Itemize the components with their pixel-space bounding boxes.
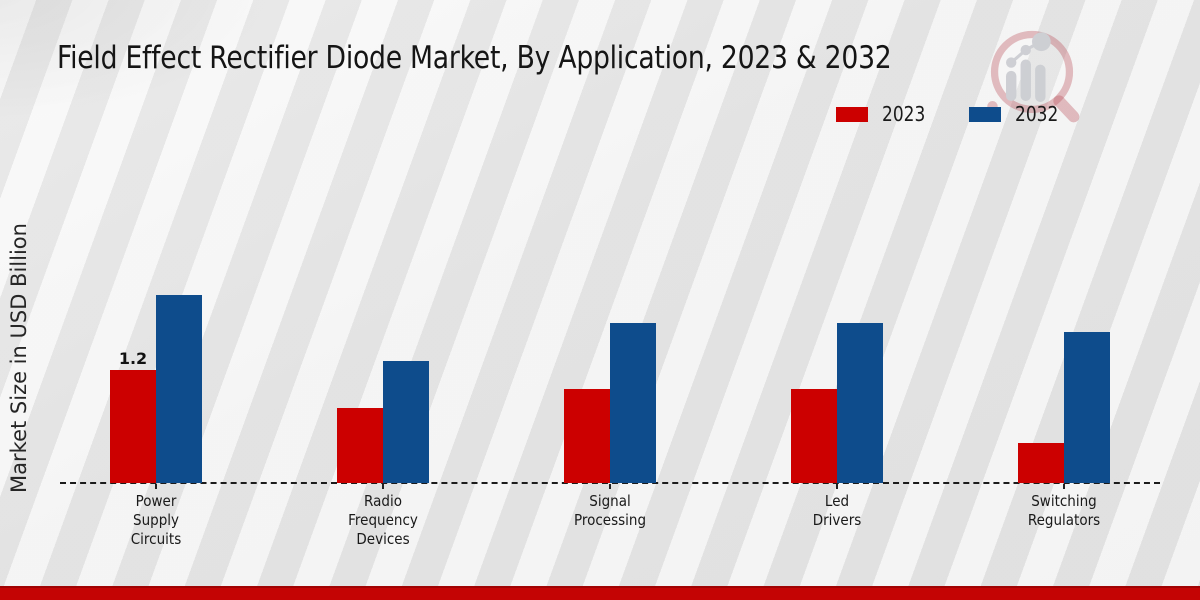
bar-2032-4 [1064, 332, 1110, 483]
x-axis-category-label: Signal Processing [573, 492, 647, 529]
bar-2023-0 [110, 370, 156, 483]
x-axis-tick [609, 484, 611, 489]
legend-item-2023: 2023 [836, 102, 933, 126]
legend-label-2032: 2032 [1014, 102, 1059, 126]
bar-2023-2 [564, 389, 610, 483]
bar-2032-2 [610, 323, 656, 483]
x-axis-tick [155, 484, 157, 489]
legend-label-2023: 2023 [882, 102, 926, 126]
x-axis-baseline [60, 482, 1160, 484]
legend: 2023 2032 [836, 102, 1066, 126]
x-axis-tick [836, 484, 838, 489]
x-axis-category-label: Radio Frequency Devices [348, 492, 418, 548]
legend-swatch-2032 [968, 106, 1001, 122]
chart-title: Field Effect Rectifier Diode Market, By … [57, 40, 892, 76]
legend-swatch-2023 [836, 106, 868, 122]
bar-2032-0 [156, 295, 202, 483]
bar-2023-3 [791, 389, 837, 483]
bar-2023-4 [1018, 443, 1064, 483]
bar-2032-3 [837, 323, 883, 483]
x-axis-category-label: Led Drivers [812, 492, 862, 529]
bar-2032-1 [383, 361, 429, 483]
bar-value-label: 1.2 [118, 348, 148, 368]
legend-item-2032: 2032 [968, 102, 1066, 126]
x-axis-category-label: Power Supply Circuits [130, 492, 182, 548]
bar-2023-1 [337, 408, 383, 483]
x-axis-category-label: Switching Regulators [1027, 492, 1101, 529]
x-axis-tick [382, 484, 384, 489]
footer-accent-bar [0, 586, 1200, 600]
x-axis-tick [1063, 484, 1065, 489]
